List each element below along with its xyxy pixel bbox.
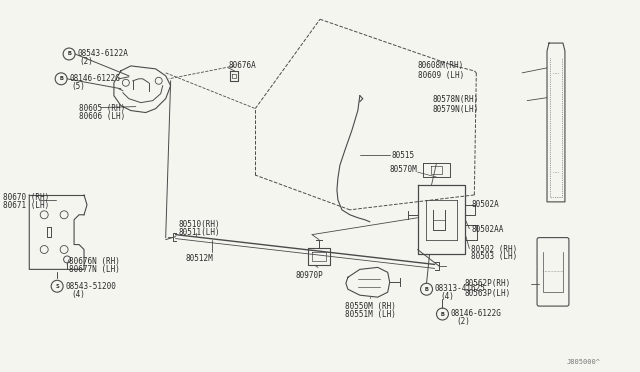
- Text: 80550M (RH): 80550M (RH): [345, 302, 396, 311]
- Text: B: B: [60, 76, 63, 81]
- Text: (4): (4): [71, 290, 85, 299]
- Text: 80579N(LH): 80579N(LH): [433, 105, 479, 113]
- Text: 80970P: 80970P: [295, 271, 323, 280]
- Text: 80502 (RH): 80502 (RH): [471, 244, 518, 254]
- Text: 80502AA: 80502AA: [471, 225, 504, 234]
- Text: 08146-6122G: 08146-6122G: [451, 309, 501, 318]
- Text: 80670 (RH): 80670 (RH): [3, 193, 50, 202]
- Text: 80676A: 80676A: [228, 61, 256, 70]
- Text: 08146-6122G: 08146-6122G: [69, 74, 120, 83]
- Text: 80511(LH): 80511(LH): [179, 228, 220, 237]
- Text: 80605 (RH): 80605 (RH): [79, 104, 125, 113]
- Text: 80551M (LH): 80551M (LH): [345, 310, 396, 319]
- Text: 80562P(RH): 80562P(RH): [465, 279, 511, 288]
- Text: 80570M: 80570M: [390, 165, 417, 174]
- Text: 80606 (LH): 80606 (LH): [79, 112, 125, 121]
- Text: B: B: [67, 51, 71, 57]
- Text: (2): (2): [79, 57, 93, 66]
- Text: (4): (4): [440, 292, 454, 301]
- Text: 80563P(LH): 80563P(LH): [465, 289, 511, 298]
- Text: 80502A: 80502A: [471, 200, 499, 209]
- Text: (5): (5): [71, 82, 85, 91]
- Text: 08543-51200: 08543-51200: [65, 282, 116, 291]
- Text: 80676N (RH): 80676N (RH): [69, 257, 120, 266]
- Text: 08313-41625: 08313-41625: [435, 284, 485, 293]
- Text: 80515: 80515: [392, 151, 415, 160]
- Text: 80503 (LH): 80503 (LH): [471, 253, 518, 262]
- Text: 80578N(RH): 80578N(RH): [433, 95, 479, 104]
- Text: 08543-6122A: 08543-6122A: [77, 49, 128, 58]
- Text: B: B: [440, 311, 444, 317]
- Text: 80609 (LH): 80609 (LH): [417, 71, 464, 80]
- Text: B: B: [425, 287, 428, 292]
- Text: 80512M: 80512M: [186, 254, 213, 263]
- Text: 80671 (LH): 80671 (LH): [3, 201, 50, 210]
- Text: (2): (2): [456, 317, 470, 326]
- Text: 80510(RH): 80510(RH): [179, 220, 220, 229]
- Text: 80608M(RH): 80608M(RH): [417, 61, 464, 70]
- Text: J805000^: J805000^: [567, 359, 601, 365]
- Text: S: S: [55, 284, 59, 289]
- Text: 80677N (LH): 80677N (LH): [69, 265, 120, 275]
